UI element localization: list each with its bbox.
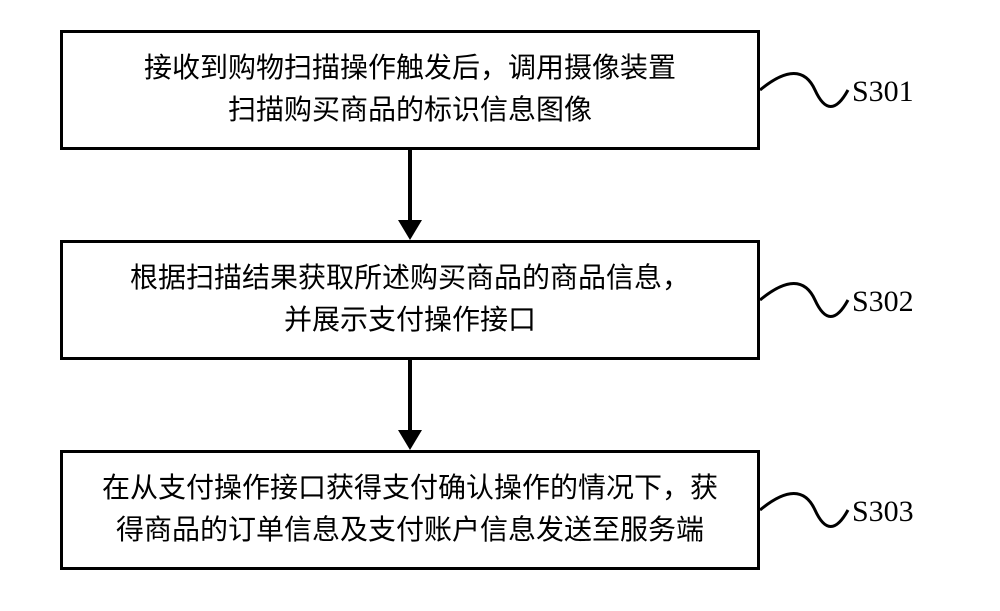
flow-step-1-text: 接收到购物扫描操作触发后，调用摄像装置 扫描购买商品的标识信息图像 [144,48,676,132]
flow-step-3-text: 在从支付操作接口获得支付确认操作的情况下，获 得商品的订单信息及支付账户信息发送… [102,468,718,552]
step2-line1: 根据扫描结果获取所述购买商品的商品信息， [130,263,690,294]
step2-line2: 并展示支付操作接口 [284,305,536,336]
step3-line2: 得商品的订单信息及支付账户信息发送至服务端 [116,515,704,546]
step-label-1: S301 [852,75,914,109]
connector-curve-2 [760,275,850,330]
connector-curve-3 [760,485,850,540]
step3-line1: 在从支付操作接口获得支付确认操作的情况下，获 [102,473,718,504]
step1-line1: 接收到购物扫描操作触发后，调用摄像装置 [144,53,676,84]
step-label-3: S303 [852,495,914,529]
arrowhead-2 [398,430,422,450]
arrow-2 [408,360,412,432]
flow-step-1: 接收到购物扫描操作触发后，调用摄像装置 扫描购买商品的标识信息图像 [60,30,760,150]
connector-curve-1 [760,65,850,120]
flow-step-2-text: 根据扫描结果获取所述购买商品的商品信息， 并展示支付操作接口 [130,258,690,342]
flow-step-2: 根据扫描结果获取所述购买商品的商品信息， 并展示支付操作接口 [60,240,760,360]
step-label-2: S302 [852,285,914,319]
arrowhead-1 [398,220,422,240]
flowchart-container: 接收到购物扫描操作触发后，调用摄像装置 扫描购买商品的标识信息图像 S301 根… [60,30,940,590]
arrow-1 [408,150,412,222]
step1-line2: 扫描购买商品的标识信息图像 [228,95,592,126]
flow-step-3: 在从支付操作接口获得支付确认操作的情况下，获 得商品的订单信息及支付账户信息发送… [60,450,760,570]
